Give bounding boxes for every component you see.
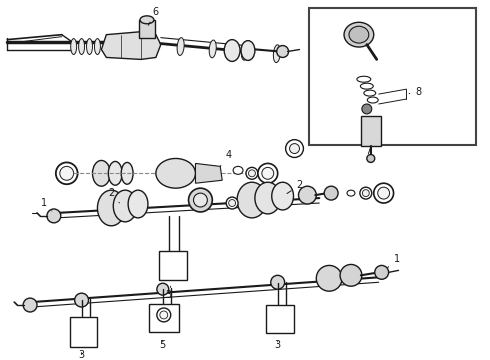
Text: 8: 8	[409, 87, 421, 97]
Ellipse shape	[121, 162, 133, 184]
Ellipse shape	[286, 140, 303, 157]
Ellipse shape	[177, 38, 184, 55]
Ellipse shape	[290, 144, 299, 153]
Text: 3: 3	[274, 339, 281, 350]
Ellipse shape	[98, 190, 125, 226]
Polygon shape	[196, 163, 222, 183]
Ellipse shape	[363, 190, 369, 197]
Ellipse shape	[277, 46, 289, 58]
Ellipse shape	[56, 162, 77, 184]
Ellipse shape	[71, 39, 76, 54]
Ellipse shape	[271, 275, 285, 289]
Ellipse shape	[367, 154, 375, 162]
Ellipse shape	[93, 161, 110, 186]
Polygon shape	[101, 32, 161, 59]
Ellipse shape	[140, 16, 154, 24]
Ellipse shape	[340, 265, 362, 286]
Ellipse shape	[237, 182, 267, 218]
Ellipse shape	[378, 187, 390, 199]
Ellipse shape	[241, 42, 248, 60]
Ellipse shape	[360, 187, 372, 199]
Ellipse shape	[233, 166, 243, 174]
Ellipse shape	[160, 311, 168, 319]
Text: 3: 3	[166, 286, 172, 300]
Text: 4: 4	[220, 150, 231, 166]
Ellipse shape	[344, 22, 374, 47]
Text: 1: 1	[388, 255, 399, 267]
Bar	[70, 317, 98, 347]
Text: 6: 6	[148, 7, 159, 25]
Ellipse shape	[347, 190, 355, 196]
Ellipse shape	[349, 26, 369, 43]
Ellipse shape	[324, 186, 338, 200]
Text: 2: 2	[287, 180, 303, 194]
Bar	[139, 20, 155, 38]
Bar	[361, 116, 381, 145]
Ellipse shape	[194, 193, 207, 207]
Ellipse shape	[258, 163, 278, 183]
Ellipse shape	[255, 182, 281, 214]
Text: 3: 3	[78, 350, 85, 360]
Ellipse shape	[375, 265, 389, 279]
Ellipse shape	[362, 104, 372, 114]
Ellipse shape	[272, 182, 294, 210]
Ellipse shape	[241, 41, 255, 60]
Text: 2: 2	[108, 188, 120, 203]
Ellipse shape	[224, 40, 240, 62]
Ellipse shape	[298, 186, 317, 204]
Ellipse shape	[209, 40, 216, 58]
Text: 7: 7	[366, 145, 372, 156]
Ellipse shape	[108, 161, 122, 185]
Ellipse shape	[262, 167, 274, 179]
Ellipse shape	[364, 90, 376, 96]
Ellipse shape	[157, 283, 169, 295]
Ellipse shape	[74, 293, 89, 307]
Bar	[159, 251, 187, 280]
Ellipse shape	[360, 83, 373, 89]
Bar	[309, 8, 476, 145]
Ellipse shape	[128, 190, 148, 218]
Ellipse shape	[226, 197, 238, 209]
Ellipse shape	[248, 170, 255, 177]
Ellipse shape	[60, 166, 74, 180]
Bar	[266, 305, 294, 333]
Ellipse shape	[95, 39, 100, 54]
Ellipse shape	[317, 265, 342, 291]
Ellipse shape	[246, 167, 258, 179]
Ellipse shape	[229, 199, 236, 207]
Ellipse shape	[368, 97, 378, 103]
Ellipse shape	[156, 158, 196, 188]
Ellipse shape	[374, 183, 393, 203]
Ellipse shape	[273, 45, 280, 63]
Ellipse shape	[113, 190, 137, 222]
Text: 5: 5	[160, 339, 166, 350]
Ellipse shape	[157, 308, 171, 322]
Ellipse shape	[189, 188, 212, 212]
Ellipse shape	[23, 298, 37, 312]
Ellipse shape	[78, 39, 85, 54]
Ellipse shape	[87, 39, 93, 54]
Ellipse shape	[357, 76, 371, 82]
Text: 1: 1	[41, 198, 52, 211]
Bar	[149, 304, 179, 332]
Ellipse shape	[47, 209, 61, 223]
